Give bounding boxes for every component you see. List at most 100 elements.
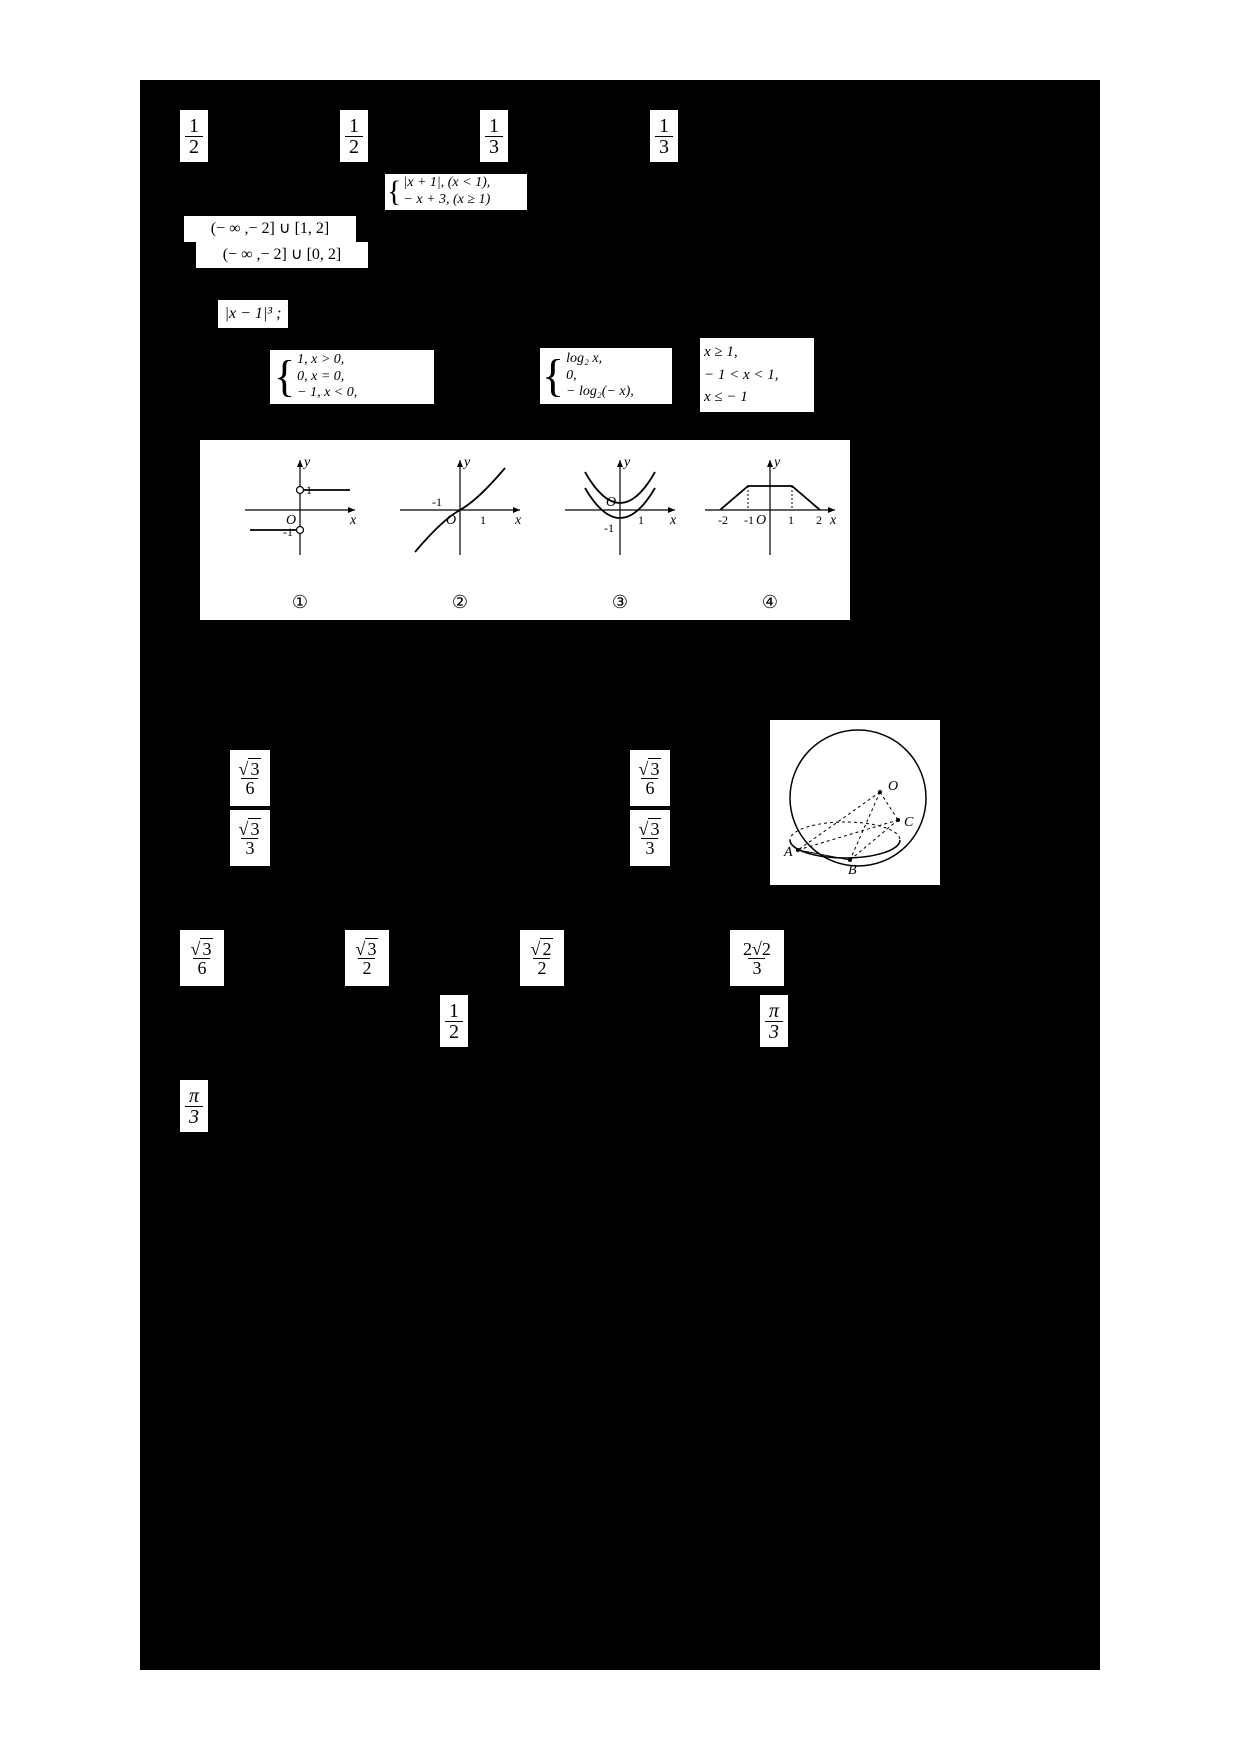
svg-text:1: 1 (480, 513, 486, 527)
svg-text:-1: -1 (283, 525, 293, 539)
denominator: 6 (641, 778, 658, 797)
sqrt3-over-3-a: √3 3 (230, 810, 270, 866)
numerator: π (185, 1086, 203, 1106)
piecewise-log-cond: x ≥ 1, − 1 < x < 1, x ≤ − 1 (700, 338, 814, 412)
svg-text:y: y (462, 455, 471, 470)
denominator: 6 (193, 958, 210, 977)
svg-text:x: x (514, 513, 522, 528)
svg-text:B: B (848, 863, 857, 878)
frac-1-3-b: 13 (650, 110, 678, 162)
numerator: 1 (185, 116, 203, 136)
frac-1-2-c: 12 (440, 995, 468, 1047)
graphs-svg: y x O 1 -1 ① y x (200, 440, 850, 620)
svg-text:O: O (888, 779, 898, 794)
numerator: 1 (345, 116, 363, 136)
svg-text:-1: -1 (604, 521, 614, 535)
svg-text:-1: -1 (744, 513, 754, 527)
svg-text:y: y (302, 455, 311, 470)
svg-text:④: ④ (762, 592, 778, 612)
denominator: 3 (655, 136, 673, 157)
piecewise-log: { log₂ x, 0, − log₂(− x), (540, 348, 672, 404)
piecewise-line: − log₂(− x), (566, 384, 634, 401)
numerator: 1 (655, 116, 673, 136)
svg-text:C: C (904, 815, 914, 830)
denominator: 3 (241, 838, 258, 857)
svg-text:x: x (349, 513, 357, 528)
radicand: 3 (648, 818, 661, 839)
denominator: 2 (185, 136, 203, 157)
fraction: 1 2 (185, 116, 203, 157)
piecewise-line: 1, x > 0, (297, 352, 344, 369)
svg-text:-2: -2 (718, 513, 728, 527)
denominator: 2 (358, 958, 375, 977)
svg-text:-1: -1 (432, 495, 442, 509)
brace-icon: { (387, 177, 401, 207)
piecewise-line: 0, (566, 368, 577, 385)
interval-text: (− ∞ ,− 2] ∪ [1, 2] (211, 221, 329, 237)
svg-text:③: ③ (612, 592, 628, 612)
svg-text:①: ① (292, 592, 308, 612)
piecewise-line: |x + 1|, (x < 1), (403, 175, 490, 192)
brace-icon: { (274, 355, 295, 399)
svg-text:A: A (783, 845, 793, 860)
svg-text:1: 1 (788, 513, 794, 527)
radicand: 2 (540, 938, 553, 959)
numerator: 1 (445, 1001, 463, 1021)
piecewise-line: − 1, x < 0, (297, 385, 357, 402)
sqrt2-over-2: √2 2 (520, 930, 564, 986)
radicand: 3 (200, 938, 213, 959)
denominator: 6 (241, 778, 258, 797)
piecewise-sign: { 1, x > 0, 0, x = 0, − 1, x < 0, (270, 350, 434, 404)
denominator: 3 (185, 1106, 203, 1127)
sphere-diagram: O C A B (770, 720, 940, 885)
radicand: 3 (648, 758, 661, 779)
frac-1-2-b: 12 (340, 110, 368, 162)
2sqrt2-over-3: 2√2 3 (730, 930, 784, 986)
radicand: 3 (248, 818, 261, 839)
interval-b: (− ∞ ,− 2] ∪ [0, 2] (196, 242, 368, 268)
svg-text:y: y (622, 455, 631, 470)
numerator: 2√2 (739, 940, 775, 958)
interval-a: (− ∞ ,− 2] ∪ [1, 2] (184, 216, 356, 242)
sqrt3-over-3-b: √3 3 (630, 810, 670, 866)
brace-icon: { (542, 353, 564, 399)
denominator: 3 (641, 838, 658, 857)
frac-1-3-a: 13 (480, 110, 508, 162)
page-root: 1 2 12 13 13 { |x + 1|, (x < 1), − x + 3… (0, 0, 1240, 1754)
denominator: 2 (533, 958, 550, 977)
radicand: 3 (365, 938, 378, 959)
sphere-svg: O C A B (770, 720, 940, 885)
frac-pi-3-left: π3 (180, 1080, 208, 1132)
sqrt3-over-6-a: √3 6 (230, 750, 270, 806)
frac-1-2-a: 1 2 (180, 110, 208, 162)
denominator: 3 (485, 136, 503, 157)
sqrt3-over-6-c: √3 6 (180, 930, 224, 986)
denominator: 3 (765, 1021, 783, 1042)
svg-text:1: 1 (306, 483, 312, 497)
sqrt3-over-2: √3 2 (345, 930, 389, 986)
svg-text:x: x (829, 513, 837, 528)
svg-text:1: 1 (638, 513, 644, 527)
denominator: 3 (748, 958, 765, 977)
interval-text: (− ∞ ,− 2] ∪ [0, 2] (223, 247, 341, 263)
sqrt3-over-6-b: √3 6 (630, 750, 670, 806)
cond-line: x ≥ 1, (704, 341, 738, 364)
graphs-strip: y x O 1 -1 ① y x (200, 440, 850, 620)
denominator: 2 (345, 136, 363, 157)
abs-cube: |x − 1|³ ; (218, 300, 288, 328)
numerator: π (765, 1001, 783, 1021)
svg-text:y: y (772, 455, 781, 470)
cond-line: x ≤ − 1 (704, 386, 748, 409)
piecewise-abs-linear: { |x + 1|, (x < 1), − x + 3, (x ≥ 1) (385, 174, 527, 210)
piecewise-line: − x + 3, (x ≥ 1) (403, 192, 490, 209)
piecewise-line: log₂ x, (566, 351, 602, 368)
svg-text:x: x (669, 513, 677, 528)
numerator: 1 (485, 116, 503, 136)
frac-pi-3-right: π3 (760, 995, 788, 1047)
expr-text: |x − 1|³ ; (225, 306, 282, 322)
content-panel: 1 2 12 13 13 { |x + 1|, (x < 1), − x + 3… (140, 80, 1100, 1670)
piecewise-line: 0, x = 0, (297, 369, 344, 386)
svg-text:O: O (756, 513, 766, 528)
svg-text:2: 2 (816, 513, 822, 527)
svg-text:②: ② (452, 592, 468, 612)
